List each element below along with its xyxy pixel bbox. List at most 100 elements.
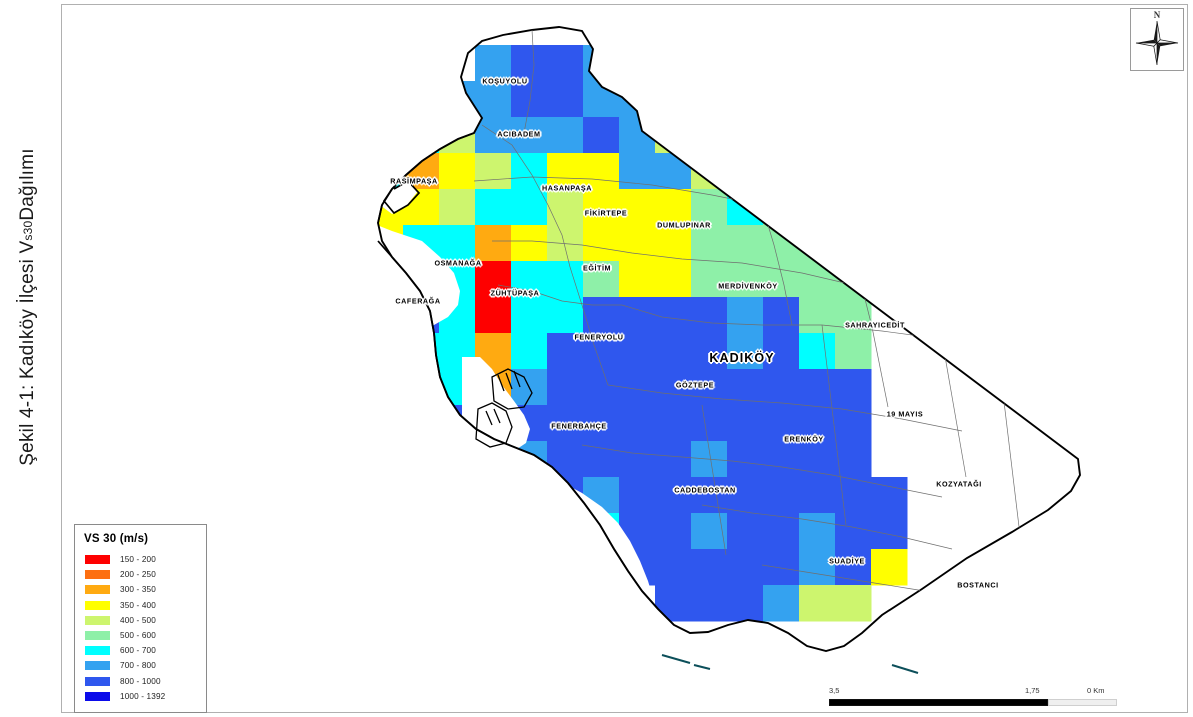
vs30-raster-cell [547, 513, 584, 550]
vs30-raster-cell [583, 225, 620, 262]
vs30-raster-cell [727, 549, 764, 586]
vs30-raster-cell [763, 189, 800, 226]
vs30-raster-cell [475, 81, 512, 118]
vs30-raster-cell [763, 405, 800, 442]
vs30-raster-cell [799, 405, 836, 442]
figure-caption-subscript: s30 [21, 220, 35, 241]
vs30-raster-cell [511, 81, 548, 118]
breakwater [661, 654, 711, 670]
neighbourhood-boundary [497, 284, 622, 306]
vs30-raster-cell [655, 477, 692, 514]
map-canvas[interactable]: KOŞUYOLU ACIBADEM RASİMPAŞA HASANPAŞA FİKİRT… [62, 5, 1187, 712]
vs30-raster-cell [511, 225, 548, 262]
vs30-raster-cell [511, 45, 548, 82]
vs30-raster-cell [691, 225, 728, 262]
legend-swatch [84, 554, 111, 566]
vs30-raster-cell [547, 405, 584, 442]
vs30-raster-cell [691, 585, 728, 622]
vs30-raster-cell [727, 297, 764, 334]
vs30-raster-cell [583, 441, 620, 478]
vs30-raster-cell [727, 585, 764, 622]
vs30-raster-cell [378, 297, 404, 334]
neighbourhood-boundary [569, 266, 609, 386]
map-frame: KOŞUYOLU ACIBADEM RASİMPAŞA HASANPAŞA FİKİRT… [61, 4, 1188, 713]
vs30-raster-cell [475, 45, 512, 82]
compass-rose-icon [1135, 20, 1179, 66]
vs30-raster-cell [547, 81, 584, 118]
vs30-raster-cell [691, 369, 728, 406]
legend-label: 700 - 800 [120, 661, 156, 671]
vs30-raster-cell [763, 549, 800, 586]
vs30-raster-cell [655, 441, 692, 478]
legend-swatch [84, 690, 111, 702]
vs30-raster-cell [835, 405, 872, 442]
vs30-raster-cell [619, 189, 656, 226]
vs30-raster-cell [583, 297, 620, 334]
vs30-raster-cell [475, 153, 512, 190]
vs30-raster-cell [511, 117, 548, 154]
legend-row: 150 - 200 [84, 552, 206, 567]
breakwater [891, 664, 919, 674]
neighbourhood-boundary [607, 384, 963, 432]
vs30-raster-cell [547, 333, 584, 370]
vs30-raster-cell [691, 333, 728, 370]
vs30-raster-cell [835, 369, 872, 406]
vs30-raster-cell [331, 297, 368, 334]
vs30-raster-cell [799, 333, 836, 370]
vs30-raster-cell [763, 261, 800, 298]
vs30-raster-cell [547, 117, 584, 154]
vs30-raster-map [331, 26, 1081, 674]
figure-caption-suffix: Dağılımı [17, 148, 38, 221]
legend-label: 300 - 350 [120, 585, 156, 595]
vs30-raster-cell [655, 333, 692, 370]
legend-row: 600 - 700 [84, 643, 206, 658]
vs30-raster-cell [619, 117, 656, 154]
vs30-raster-cell [583, 333, 620, 370]
vs30-raster-cell [511, 261, 548, 298]
vs30-raster-cell [871, 549, 908, 586]
legend-row: 1000 - 1392 [84, 689, 206, 704]
vs30-raster-cell [835, 549, 872, 586]
vs30-raster-cell [583, 405, 620, 442]
vs30-raster-cell [403, 405, 440, 442]
vs30-raster-cell [547, 369, 584, 406]
vs30-raster-cell [727, 333, 764, 370]
legend-label: 200 - 250 [120, 570, 156, 580]
legend-row: 300 - 350 [84, 582, 206, 597]
vs30-raster-cell [727, 441, 764, 478]
neighbourhood-boundary [621, 304, 943, 340]
legend-swatch [84, 614, 111, 626]
vs30-raster-cell [547, 189, 584, 226]
vs30-raster-cell [583, 189, 620, 226]
vs30-raster-cell [439, 441, 476, 478]
legend-label: 600 - 700 [120, 646, 156, 656]
vs30-raster-cell [331, 261, 368, 298]
vs30-raster-cell [799, 297, 836, 334]
scale-bar-empty [1048, 699, 1117, 706]
neighbourhood-boundary [581, 444, 943, 498]
vs30-raster-cell [547, 297, 584, 334]
vs30-raster-cell [727, 405, 764, 442]
vs30-raster-cell [583, 45, 620, 82]
vs30-raster-cell [835, 297, 872, 334]
legend-swatch [84, 630, 111, 642]
vs30-raster-cell [691, 549, 728, 586]
vs30-raster-cell [331, 225, 368, 262]
north-arrow: N [1130, 8, 1184, 71]
vs30-raster-cell [835, 333, 872, 370]
vs30-raster-cell [547, 441, 584, 478]
vs30-raster-cell [763, 585, 800, 622]
neighbourhood-boundary [701, 404, 727, 556]
vs30-raster-cell [763, 513, 800, 550]
legend-swatch [84, 645, 111, 657]
vs30-raster-cell [547, 225, 584, 262]
vs30-raster-cell [691, 261, 728, 298]
legend-swatch [84, 569, 111, 581]
vs30-raster-cell [727, 261, 764, 298]
sea-mask [378, 175, 418, 214]
vs30-raster-cell [655, 261, 692, 298]
vs30-raster-cell [799, 549, 836, 586]
vs30-raster-cell [583, 369, 620, 406]
